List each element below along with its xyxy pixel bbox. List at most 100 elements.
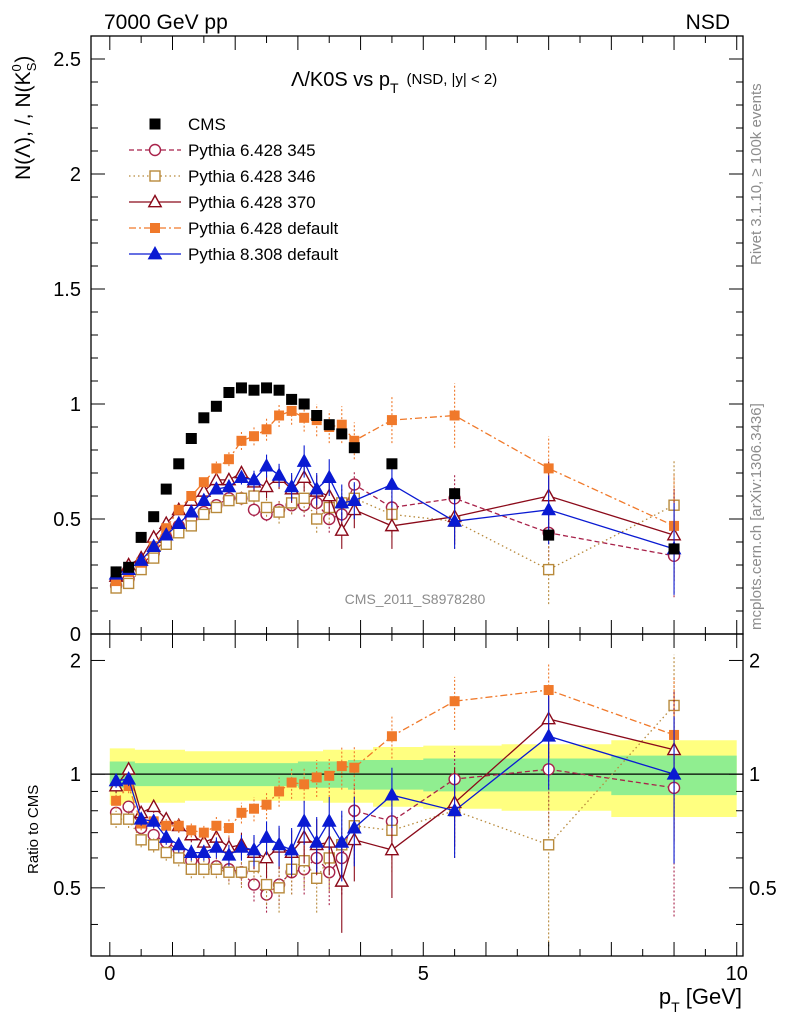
ratio-series-3-point — [211, 820, 222, 831]
x-axis-label-main: p — [659, 984, 671, 1009]
ratio-series-4-point — [271, 836, 287, 851]
ratio-series-3-point — [311, 772, 322, 783]
ratio-series-4-point — [334, 834, 350, 848]
series-4-point — [259, 458, 274, 472]
ratio-series-3-line — [115, 689, 675, 834]
series-1-point — [298, 492, 310, 504]
ratio-y-tick-label: 2 — [70, 650, 81, 672]
cms-point — [286, 393, 298, 405]
series-1-point — [235, 492, 248, 504]
legend: CMS Pythia 6.428 345 Pythia 6.428 346 Pythi… — [129, 115, 339, 264]
series-4-point — [334, 494, 350, 509]
ratio-series-2-point — [146, 798, 162, 813]
cms-point — [386, 458, 398, 470]
cms-point — [449, 488, 461, 500]
main-ylabel-a: N(Λ), /, N(K — [12, 71, 35, 180]
x-axis-label-tail: [GeV] — [680, 984, 742, 1009]
legend-marker — [149, 170, 161, 182]
cms-point — [210, 400, 222, 412]
ratio-series-4-point — [309, 834, 325, 848]
series-4-point — [133, 552, 149, 566]
series-4-point — [171, 515, 187, 530]
ratio-series-1-point — [135, 834, 147, 846]
ratio-series-3-point — [223, 823, 234, 834]
series-4-point — [158, 527, 174, 541]
cms-point — [173, 458, 185, 470]
cms-point — [298, 398, 310, 410]
series-1-point — [210, 501, 223, 514]
legend-marker — [147, 246, 163, 260]
x-axis-label: pT [GeV] — [659, 984, 742, 1015]
y-tick-label: 0.5 — [53, 509, 81, 531]
ratio-series-4-point — [234, 839, 249, 853]
series-2-point — [259, 478, 274, 493]
cms-point — [348, 442, 360, 454]
series-3-point — [349, 435, 360, 446]
cms-point — [160, 483, 172, 495]
ratio-plot: 0 5 10 0.5 0.5 1 1 2 2 — [53, 633, 777, 985]
ratio-series-4-point — [346, 820, 362, 834]
series-3-point — [223, 454, 234, 465]
ratio-series-4-point — [284, 841, 300, 856]
ratio-series-1-point — [173, 852, 185, 864]
cms-point — [123, 561, 135, 573]
series-4-point — [196, 492, 212, 507]
series-3-point — [198, 477, 209, 488]
cms-point — [248, 384, 260, 396]
ratio-series-3-point — [543, 685, 554, 696]
ratio-series-4-point — [246, 841, 262, 856]
ratio-y-tick-label-right: 0.5 — [749, 878, 777, 900]
ratio-series-1-line — [116, 705, 675, 889]
ratio-series-3-point — [198, 827, 209, 838]
series-2-point — [334, 522, 350, 536]
series-1-point — [223, 494, 235, 507]
cms-point — [135, 531, 147, 543]
legend-entry-1: Pythia 6.428 346 — [129, 167, 316, 186]
ratio-series-1-point — [160, 846, 172, 859]
ratio-series-4-point — [221, 847, 237, 861]
legend-marker — [150, 223, 160, 233]
series-3-point — [274, 410, 285, 421]
legend-entry-4: Pythia 8.308 default — [129, 245, 339, 264]
ratio-series-1-point — [210, 863, 223, 875]
ratio-series-1-point — [110, 813, 122, 825]
ratio-series-3-point — [324, 770, 335, 781]
ratio-y-tick-label-right: 1 — [749, 764, 760, 786]
series-4-point — [541, 501, 557, 516]
ratio-series-4-point — [541, 728, 557, 742]
series-2-point — [384, 517, 400, 532]
series-4-point — [296, 453, 312, 467]
ratio-series-3-point — [261, 799, 272, 810]
y-tick-label: 0 — [70, 624, 81, 646]
ratio-series-2-point — [259, 849, 274, 864]
series-3-point — [211, 463, 222, 474]
cms-point — [185, 433, 197, 444]
ratio-series-4-point — [447, 802, 463, 817]
series-4-point — [346, 492, 362, 507]
series-3-point — [111, 576, 122, 587]
ratio-y-tick-label: 0.5 — [53, 878, 81, 900]
cms-point — [198, 412, 210, 424]
series-1-point — [248, 490, 260, 502]
series-3-point — [261, 424, 272, 435]
cms-point — [273, 384, 285, 396]
series-1-point — [310, 513, 323, 525]
ratio-series-4-point — [133, 811, 149, 825]
series-3-point — [249, 431, 259, 442]
ratio-series-4-point — [121, 771, 137, 785]
series-1-point — [260, 501, 273, 514]
y-tick-label: 1.5 — [53, 279, 81, 301]
header-left: 7000 GeV pp — [104, 11, 228, 34]
series-3-point — [543, 463, 554, 474]
ratio-series-4-point — [146, 813, 162, 827]
legend-cms-label: CMS — [188, 115, 226, 134]
ratio-series-2-point — [384, 841, 400, 856]
ratio-series-4-point — [666, 766, 682, 780]
y-tick-label: 2 — [70, 164, 81, 186]
series-4-point — [321, 469, 337, 484]
series-1-point — [273, 506, 285, 518]
legend-entry-0: Pythia 6.428 345 — [129, 141, 316, 160]
y-tick-label: 1 — [70, 394, 81, 416]
chart-title-main: Λ/K0S vs p — [291, 69, 390, 91]
